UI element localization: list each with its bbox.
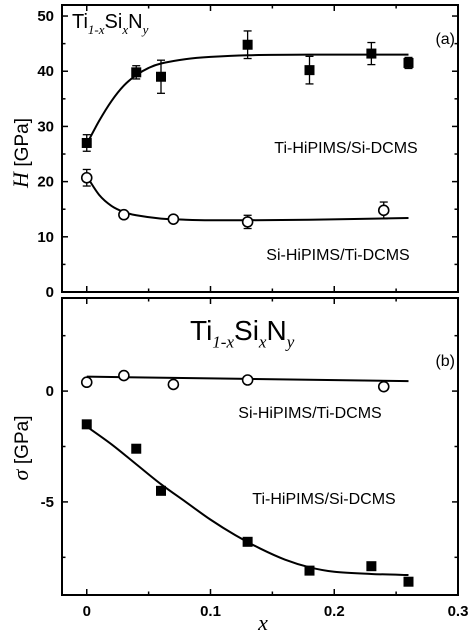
panel-a-ytick-label: 20 [37, 174, 54, 191]
panel-a-series-label-si: Si-HiPIMS/Ti-DCMS [266, 247, 409, 264]
panel-b-label: (b) [435, 353, 455, 370]
panel-a-point-square [304, 65, 315, 76]
panel-a-plot-frame [61, 4, 459, 293]
panel-b-xtick-label: 0.2 [324, 603, 345, 620]
panel-a-ytick-label: 40 [37, 63, 54, 80]
panel-b-xtick-label: 0 [83, 603, 91, 620]
panel-a-point-circle [80, 171, 93, 184]
panel-a-series-label-ti: Ti-HiPIMS/Si-DCMS [274, 140, 417, 157]
panel-b-xtick-label: 0.1 [200, 603, 221, 620]
panel-a-fit-line-1 [85, 175, 409, 222]
panel-b-point-circle [377, 380, 390, 393]
panel-a-point-square [242, 39, 253, 50]
panel-a-hardness: 0 10 20 30 40 50 Ti1-xSixNy (a) Ti-HiPIMS/Si-DCM… [8, 4, 459, 301]
panel-b-xlabel: x [257, 610, 268, 635]
panel-a-ytick-label: 10 [37, 229, 54, 246]
panel-a-fit-line-0 [85, 53, 409, 145]
panel-b-fit-line-1 [86, 425, 409, 577]
panel-a-ytick-label: 0 [46, 284, 54, 301]
panel-b-xtick-label: 0.3 [448, 603, 469, 620]
panel-a-point-square [156, 71, 166, 82]
panel-a-formula: Ti1-xSixNy [72, 11, 149, 37]
panel-a-ylabel: H [GPa] [8, 118, 33, 189]
panel-a-ytick-label: 30 [37, 118, 54, 135]
panel-b-formula: Ti1-xSixNy [190, 315, 295, 352]
panel-a-label: (a) [435, 31, 455, 48]
panel-a-point-circle [377, 204, 390, 217]
panel-b-ylabel: σ [GPa] [8, 416, 33, 481]
panel-a-point-square [81, 137, 92, 148]
panel-b-point-circle [80, 376, 93, 389]
panel-b-point-square [156, 485, 166, 496]
panel-b-point-square [403, 576, 414, 587]
panel-b-stress: -5 0 0 0.1 0.2 0.3 Ti1-xSixNy (b) Si-HiPIMS/Ti-D… [8, 297, 469, 635]
panel-b-point-circle [167, 378, 180, 391]
panel-b-series-label-si: Si-HiPIMS/Ti-DCMS [238, 405, 381, 422]
panel-b-ytick-label: -5 [41, 494, 54, 511]
panel-b-point-circle [241, 374, 254, 386]
panel-b-point-circle [118, 369, 130, 382]
panel-b-series-label-ti: Ti-HiPIMS/Si-DCMS [252, 491, 395, 508]
panel-a-point-circle [118, 208, 130, 221]
panel-b-point-square [81, 419, 92, 430]
panel-b-point-square [366, 561, 377, 572]
panel-a-point-circle [241, 216, 254, 228]
panel-a-point-square [403, 57, 414, 68]
panel-a-point-circle [167, 213, 180, 225]
panel-b-point-square [304, 565, 315, 576]
panel-b-point-square [131, 443, 142, 454]
panel-a-ytick-label: 50 [37, 8, 54, 25]
panel-b-point-square [242, 536, 253, 547]
panel-a-point-square [131, 67, 142, 78]
panel-b-ytick-label: 0 [46, 383, 54, 400]
panel-a-point-square [366, 48, 377, 59]
